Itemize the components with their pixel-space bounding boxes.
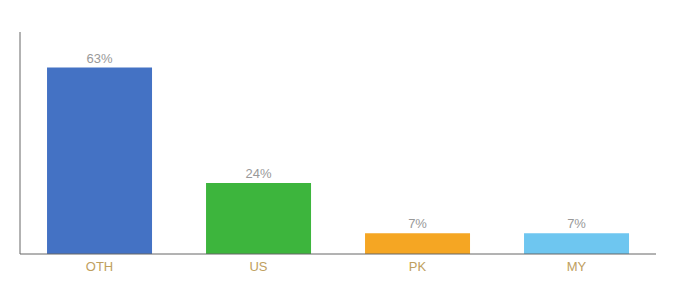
svg-text:63%: 63% [87, 51, 113, 66]
svg-text:MY: MY [567, 259, 587, 274]
svg-text:US: US [249, 259, 267, 274]
svg-text:7%: 7% [408, 216, 427, 231]
svg-text:7%: 7% [567, 216, 586, 231]
svg-text:OTH: OTH [86, 259, 113, 274]
svg-text:24%: 24% [246, 166, 272, 181]
svg-text:PK: PK [409, 259, 427, 274]
